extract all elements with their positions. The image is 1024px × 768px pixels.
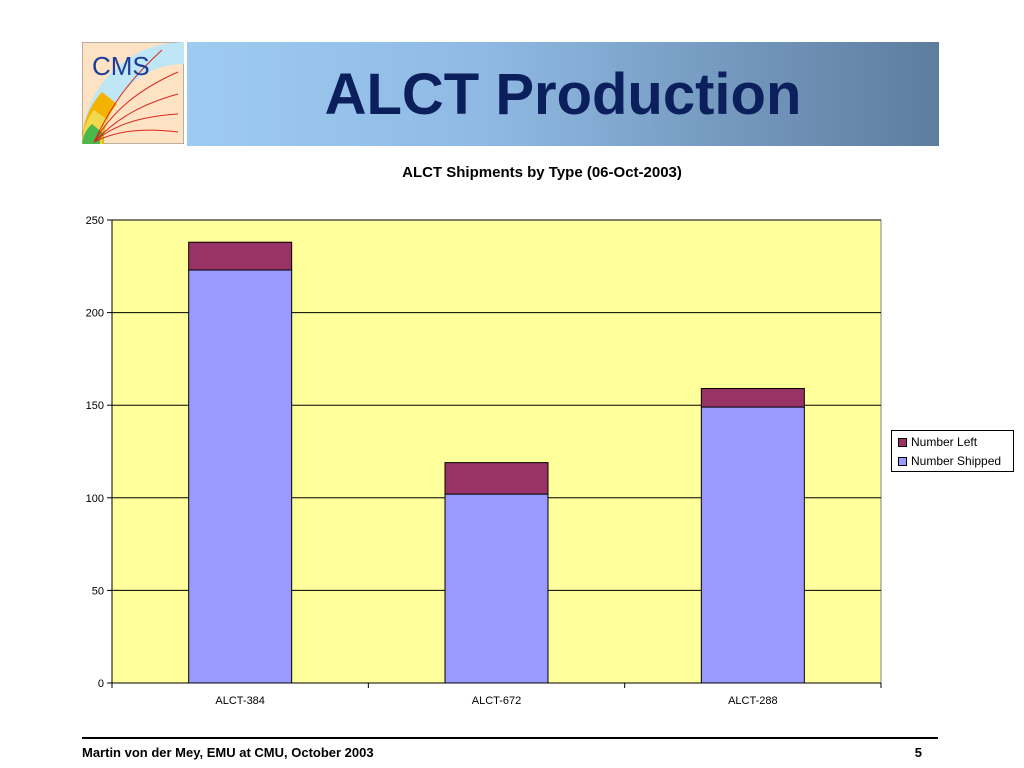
bar-number-left-alct-288 [700, 388, 805, 408]
x-tick-label: ALCT-384 [215, 695, 265, 707]
title-banner [187, 42, 939, 146]
y-tick-label: 100 [86, 493, 104, 505]
legend-label-number-shipped: Number Shipped [911, 454, 1002, 468]
bar-number-left-alct-384 [188, 241, 293, 271]
footer-credit: Martin von der Mey, EMU at CMU, October … [82, 745, 374, 760]
x-tick-label: ALCT-288 [728, 695, 778, 707]
y-tick-label: 200 [86, 308, 104, 320]
slide-title: ALCT Production [324, 61, 802, 127]
y-tick-label: 250 [86, 215, 104, 227]
chart-title: ALCT Shipments by Type (06-Oct-2003) [402, 164, 682, 181]
x-tick-label: ALCT-672 [472, 695, 522, 707]
legend-swatch-number-left [898, 437, 907, 447]
legend-label-number-left: Number Left [911, 435, 978, 449]
legend: Number Left Number Shipped [891, 430, 1014, 472]
cms-logo: CMS [81, 41, 185, 145]
bar-number-shipped-alct-384 [188, 269, 293, 684]
bar-number-left-alct-672 [444, 462, 549, 495]
bar-number-shipped-alct-672 [444, 493, 549, 684]
y-tick-label: 0 [98, 678, 104, 690]
cms-logo-text: CMS [92, 51, 150, 81]
page-number: 5 [914, 745, 922, 760]
legend-swatch-number-shipped [898, 456, 907, 466]
bar-number-shipped-alct-288 [700, 406, 805, 684]
legend-item-number-shipped: Number Shipped [898, 453, 1001, 469]
y-tick-label: 150 [86, 400, 104, 412]
footer-divider [82, 737, 938, 739]
legend-item-number-left: Number Left [898, 434, 977, 450]
y-tick-label: 50 [92, 585, 104, 597]
